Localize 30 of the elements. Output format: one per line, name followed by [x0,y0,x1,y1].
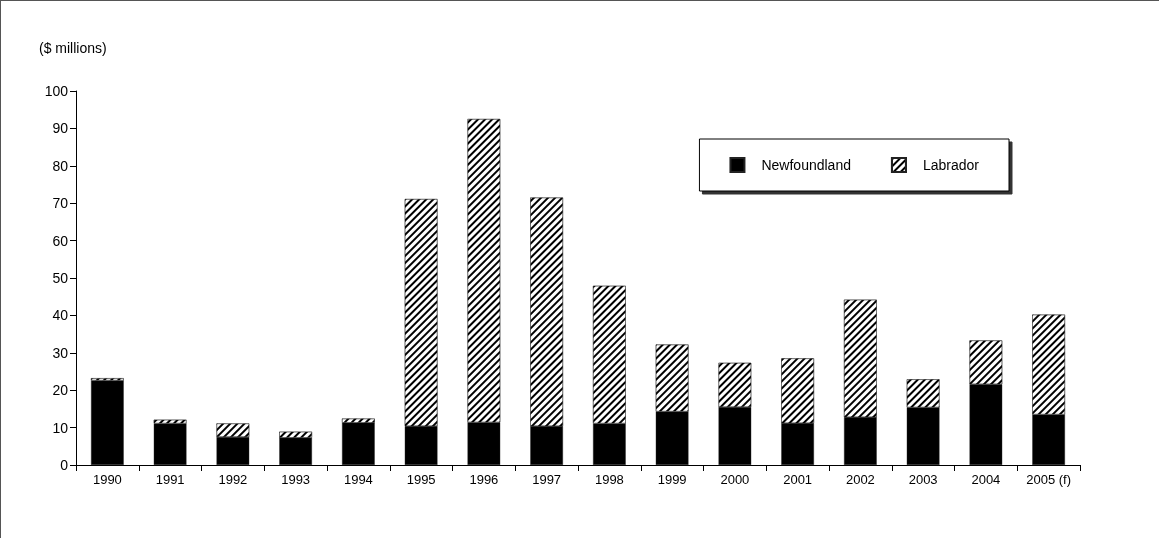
x-tick-label: 2003 [908,472,938,487]
x-tick-label: 1998 [594,472,624,487]
x-tick-label: 1994 [343,472,373,487]
x-tick-label: 2002 [845,472,875,487]
x-tick-label: 1999 [657,472,687,487]
y-tick-label: 80 [52,157,69,174]
y-tick-label: 30 [52,344,69,361]
x-tick-label: 1996 [469,472,499,487]
y-axis-title: ($ millions) [39,40,107,56]
x-tick-label: 2000 [720,472,750,487]
x-tick-label: 2004 [971,472,1001,487]
x-tick-label: 1995 [406,472,436,487]
x-tick-label: 1992 [218,472,248,487]
y-tick-label: 10 [52,419,69,436]
y-tick-label: 20 [52,382,69,399]
legend-label: Labrador [922,157,980,173]
y-tick-label: 90 [52,120,69,137]
y-tick-label: 100 [44,83,69,99]
y-tick-label: 40 [52,307,69,324]
x-tick-label: 1990 [92,472,122,487]
x-tick-label: 1993 [281,472,311,487]
x-tick-label: 2001 [783,472,813,487]
y-tick-label: 0 [60,457,69,473]
y-tick-label: 60 [52,232,69,249]
y-tick-label: 50 [52,270,69,286]
x-tick-label: 1991 [155,472,185,487]
legend-label: Newfoundland [761,157,851,173]
x-tick-label: 2005 (f) [1026,472,1072,487]
y-tick-label: 70 [52,195,69,212]
x-tick-label: 1997 [532,472,562,487]
